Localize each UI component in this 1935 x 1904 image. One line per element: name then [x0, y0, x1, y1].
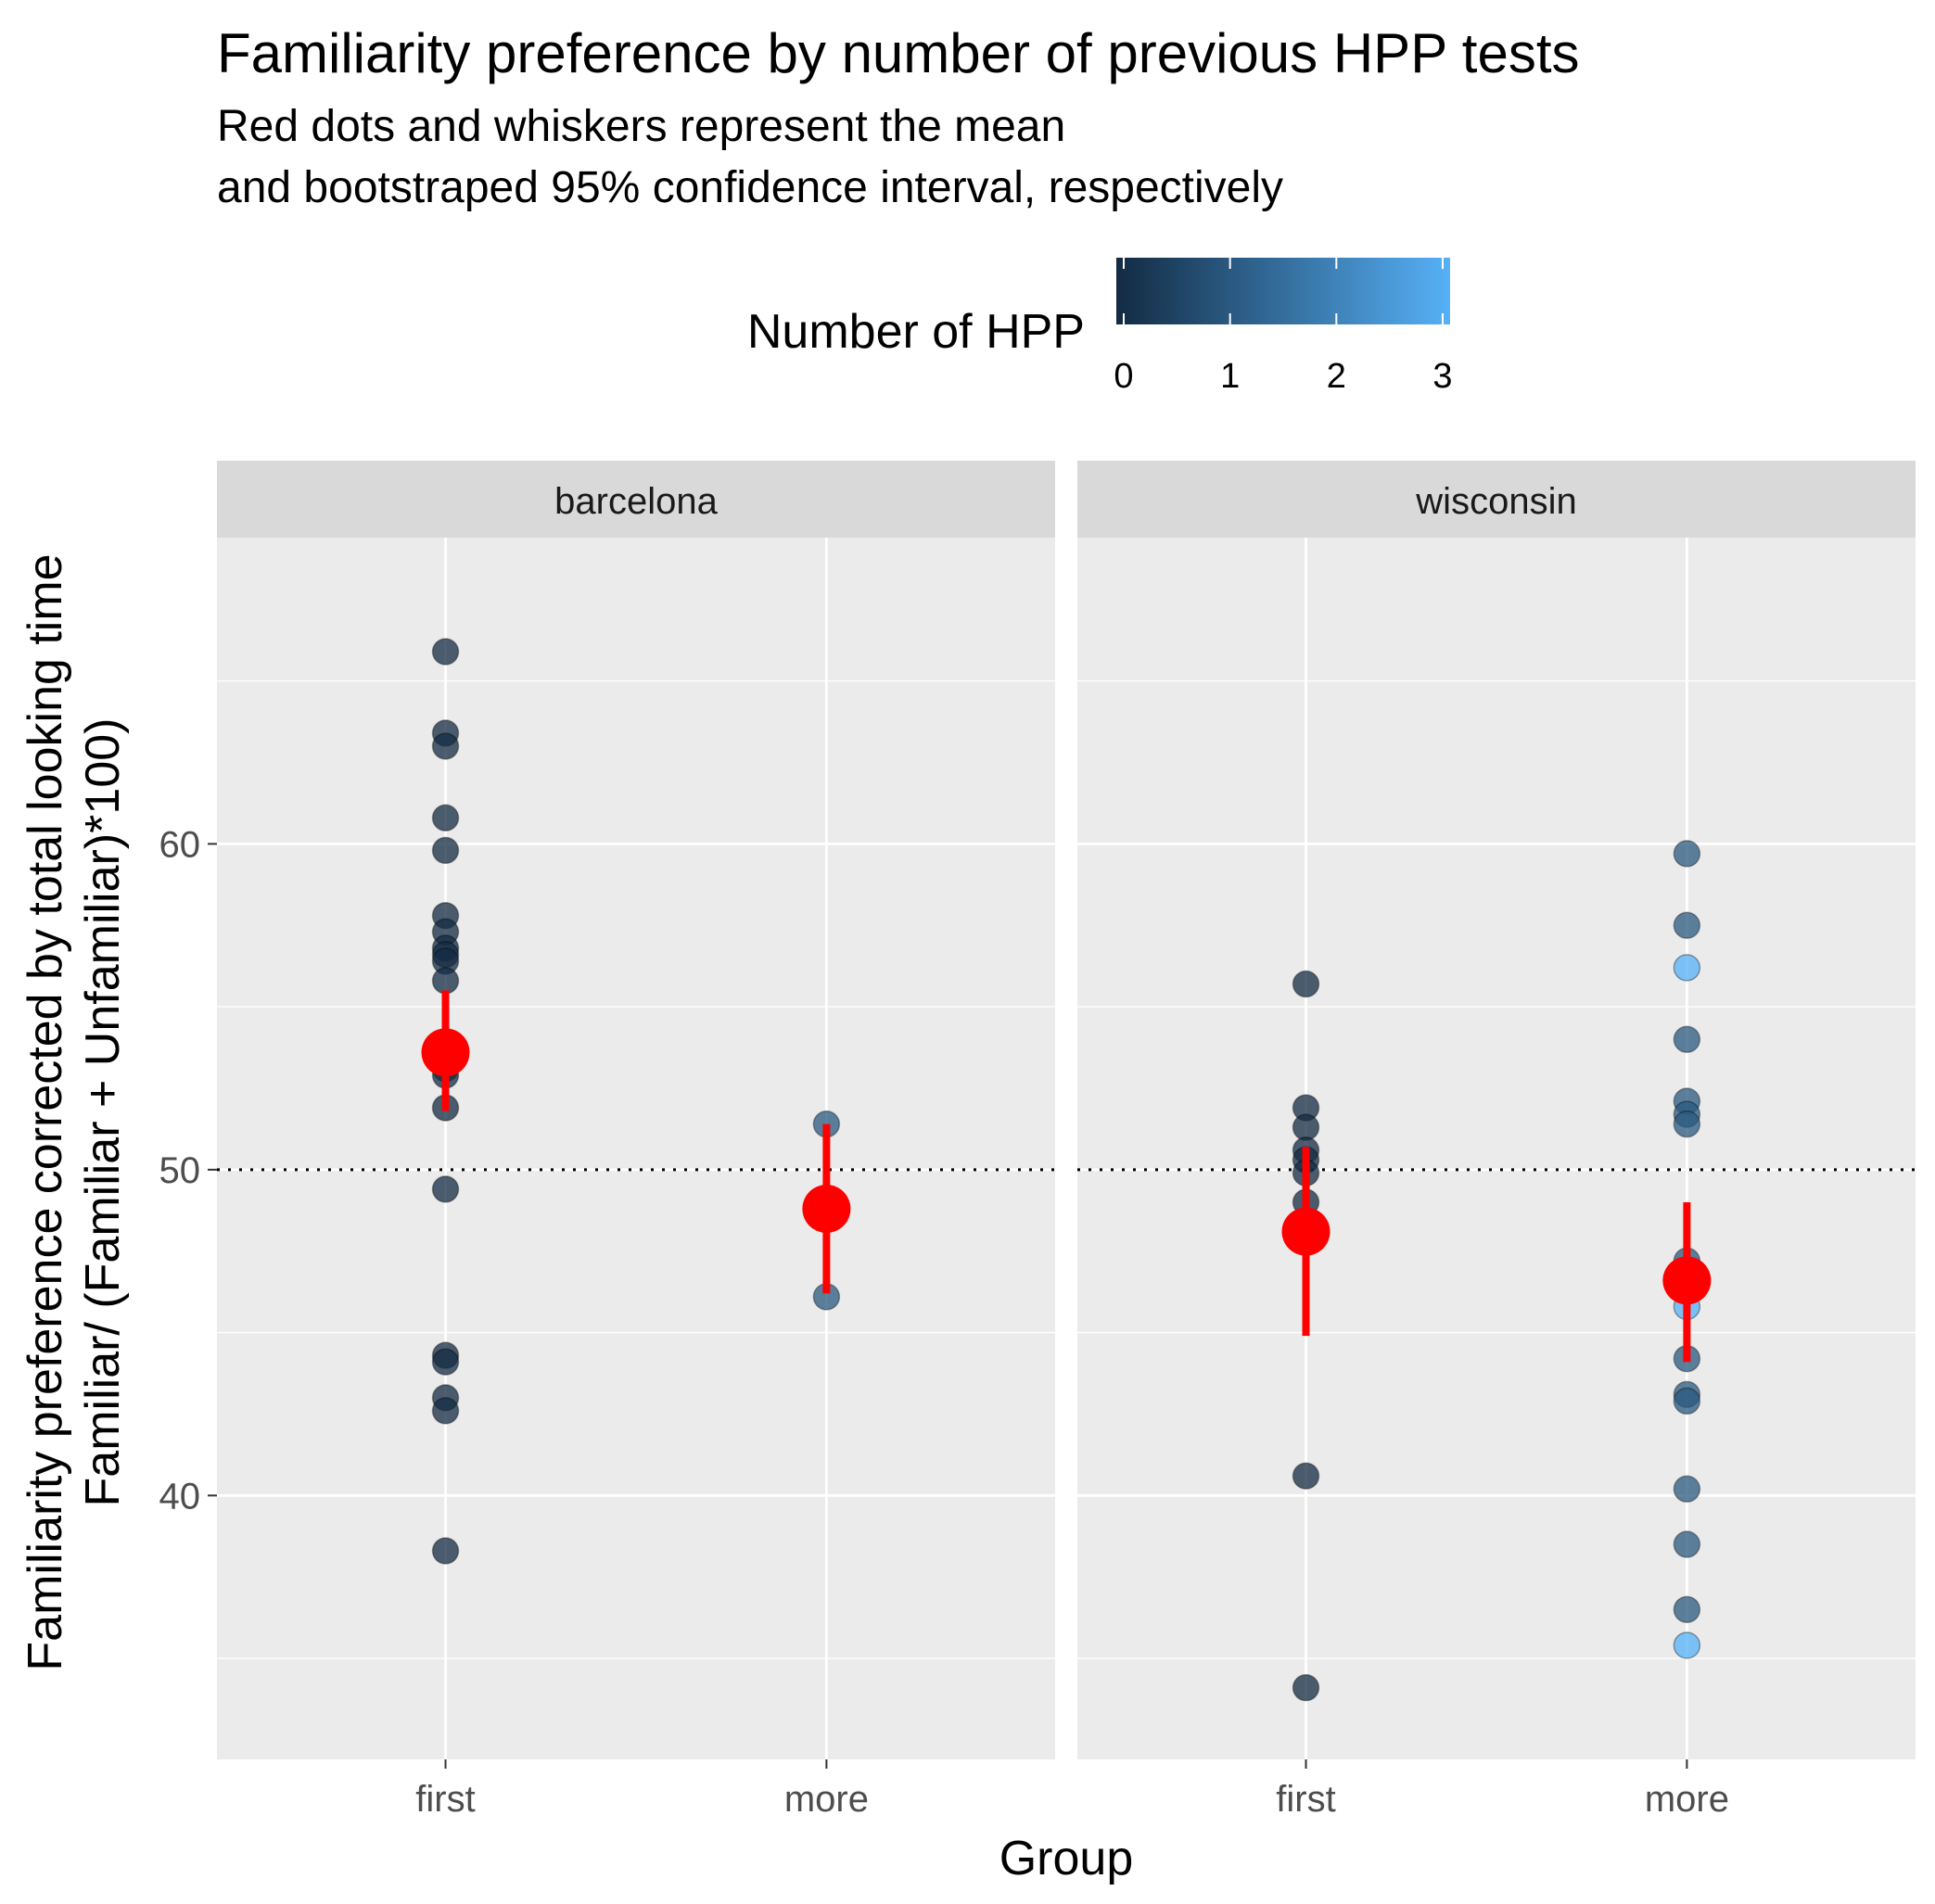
chart-subtitle-line-2: and bootstraped 95% confidence interval,…: [217, 163, 1283, 212]
y-tick-label: 50: [159, 1150, 201, 1191]
legend-tick-label: 3: [1432, 357, 1452, 396]
data-point: [1292, 1673, 1320, 1702]
data-point: [431, 732, 460, 760]
legend-colorbar: [1116, 258, 1450, 324]
data-point: [1292, 970, 1320, 998]
x-tick-label: more: [1645, 1779, 1729, 1820]
data-point: [1673, 1387, 1701, 1415]
facet-strip: [1077, 461, 1916, 538]
legend-ticks: 0 1 2 3: [1114, 258, 1453, 396]
x-tick-label: more: [784, 1779, 869, 1820]
x-tick-label: first: [415, 1779, 475, 1820]
data-point: [1673, 1110, 1701, 1138]
facet-panel-barcelona: barcelona first more: [217, 461, 1055, 1820]
data-point: [1673, 1595, 1701, 1624]
facet-panel-wisconsin: wisconsin first more: [1077, 461, 1916, 1820]
y-tick-label: 40: [159, 1476, 201, 1517]
data-point: [1673, 1475, 1701, 1504]
data-point: [1673, 1530, 1701, 1558]
y-axis-title-line-2: Familiar/ (Familiar + Unfamiliar)*100): [76, 718, 130, 1507]
data-point: [431, 1397, 460, 1425]
data-point: [1673, 840, 1701, 868]
data-point: [1673, 954, 1701, 982]
mean-dot: [802, 1185, 851, 1234]
mean-dot: [1662, 1256, 1712, 1305]
legend-tick-label: 0: [1114, 357, 1133, 396]
data-point: [431, 836, 460, 865]
data-point: [1673, 911, 1701, 939]
facet-strip: [217, 461, 1055, 538]
legend: Number of HPP 0 1 2 3: [747, 258, 1453, 396]
data-point: [431, 638, 460, 666]
data-point: [1292, 1113, 1320, 1141]
facet-strip-label: wisconsin: [1415, 481, 1576, 522]
panel-background: [1077, 538, 1916, 1759]
data-point: [431, 1348, 460, 1376]
panels: barcelona first more wisconsin first more: [217, 461, 1916, 1820]
data-point: [431, 804, 460, 832]
mean-dot: [421, 1028, 470, 1077]
legend-tick-label: 2: [1327, 357, 1346, 396]
data-point: [431, 967, 460, 995]
x-axis-title: Group: [999, 1832, 1134, 1885]
mean-dot: [1281, 1207, 1330, 1256]
data-point: [431, 1537, 460, 1565]
x-tick-label: first: [1276, 1779, 1335, 1820]
y-tick-label: 60: [159, 824, 201, 865]
y-axis: 40 50 60: [159, 824, 217, 1517]
data-point: [1292, 1462, 1320, 1490]
facet-strip-label: barcelona: [554, 481, 718, 522]
legend-tick-label: 1: [1220, 357, 1240, 396]
y-axis-title-line-1: Familiarity preference corrected by tota…: [19, 553, 72, 1670]
data-point: [1673, 1631, 1701, 1659]
chart-title: Familiarity preference by number of prev…: [217, 22, 1580, 84]
legend-title: Number of HPP: [747, 305, 1085, 359]
data-point: [1673, 1025, 1701, 1054]
data-point: [431, 1175, 460, 1203]
panel-background: [217, 538, 1055, 1759]
chart-subtitle-line-1: Red dots and whiskers represent the mean: [217, 102, 1065, 151]
